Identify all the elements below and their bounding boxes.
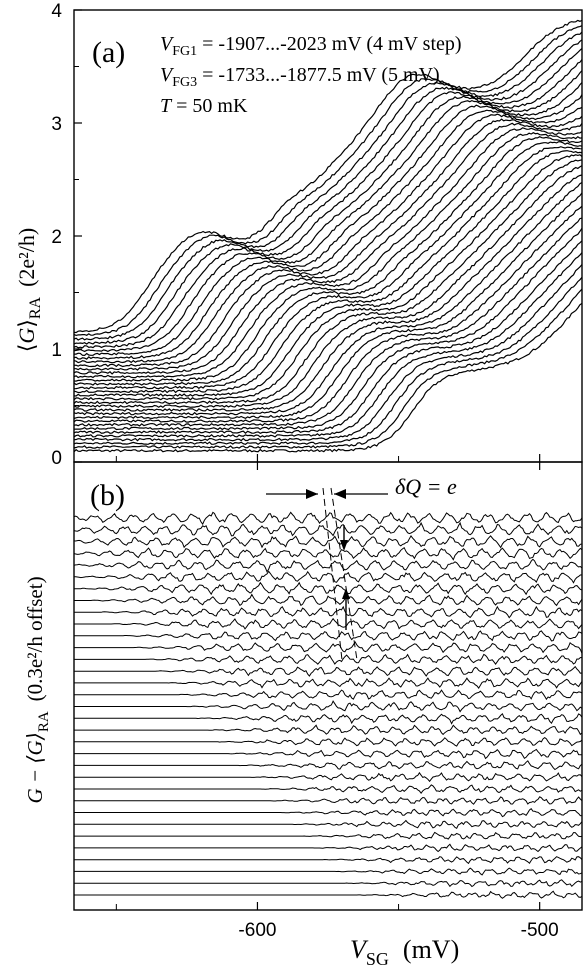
trace-a-29: [73, 39, 583, 345]
delta-q-marker: [266, 487, 388, 661]
panel-b-ylabel: G − ⟨G⟩RA(0.3e²/h offset): [23, 576, 52, 803]
trace-b-9: [74, 617, 583, 630]
trace-b-30: [74, 867, 583, 876]
trace-b-27: [74, 831, 583, 840]
trace-a-24: [73, 94, 583, 364]
trace-a-20: [73, 127, 583, 379]
y-tick-label-2: 2: [51, 227, 62, 248]
trace-b-28: [74, 843, 583, 853]
trace-b-22: [74, 771, 583, 783]
trace-b-13: [74, 665, 583, 677]
trace-a-7: [73, 217, 583, 427]
trace-b-11: [74, 641, 583, 654]
trace-b-4: [73, 558, 583, 573]
trace-b-29: [74, 856, 583, 865]
trace-b-1: [73, 521, 583, 537]
trace-b-6: [74, 581, 583, 596]
x-axis-label: VSG (mV): [350, 935, 459, 969]
panel-b-frame: [73, 461, 583, 911]
trace-a-2: [73, 276, 583, 446]
trace-b-17: [74, 712, 583, 725]
trace-b-18: [74, 724, 583, 736]
trace-a-14: [73, 154, 583, 401]
trace-a-30: [73, 31, 583, 341]
trace-a-27: [73, 59, 583, 353]
trace-a-26: [74, 70, 583, 357]
trace-b-8: [74, 605, 583, 619]
y-tick-label-0: 0: [51, 448, 62, 469]
trace-a-10: [73, 181, 583, 416]
trace-b-7: [74, 593, 583, 607]
trace-a-21: [73, 122, 583, 375]
trace-b-25: [74, 807, 583, 818]
trace-a-8: [73, 205, 583, 423]
trace-b-31: [74, 879, 583, 888]
trace-a-17: [73, 141, 583, 390]
panel-a-ylabel: ⟨G⟩RA(2e²/h): [14, 228, 44, 352]
trace-a-16: [73, 146, 583, 394]
trace-a-9: [73, 192, 583, 420]
trace-a-4: [73, 252, 583, 438]
trace-b-24: [74, 796, 583, 805]
trace-a-23: [73, 106, 583, 368]
trace-a-12: [73, 165, 583, 409]
trace-b-21: [74, 760, 583, 771]
trace-b-0: [73, 511, 583, 526]
trace-a-15: [73, 150, 583, 397]
trace-b-20: [74, 748, 583, 760]
panel-b-label: (b): [90, 479, 125, 512]
trace-a-25: [73, 82, 583, 360]
trace-a-18: [73, 136, 583, 386]
x-tick-label--600: -600: [238, 920, 276, 941]
trace-a-31: [73, 25, 583, 337]
panel-a-label: (a): [92, 36, 125, 69]
trace-a-19: [73, 132, 583, 382]
y-tick-label-3: 3: [51, 114, 62, 135]
annotation-line-3: T = 50 mK: [160, 95, 248, 117]
trace-a-28: [73, 48, 583, 349]
annotation-line-1: VFG1 = -1907...-2023 mV (4 mV step): [160, 33, 462, 59]
trace-a-1: [73, 288, 583, 449]
trace-a-6: [73, 227, 583, 431]
trace-b-16: [74, 700, 583, 713]
trace-a-5: [73, 240, 583, 435]
x-tick-label--500: -500: [521, 920, 559, 941]
trace-b-12: [74, 653, 583, 665]
trace-b-5: [74, 570, 583, 584]
trace-b-19: [74, 736, 583, 747]
delta-q-label: δQ = e: [395, 474, 457, 499]
trace-a-3: [73, 264, 583, 442]
trace-b-26: [74, 819, 583, 829]
panel-a-traces: [73, 19, 583, 453]
trace-a-22: [74, 115, 583, 371]
trace-b-14: [74, 677, 583, 689]
trace-b-3: [73, 546, 583, 561]
trace-a-32: [73, 19, 583, 334]
y-tick-label-4: 4: [51, 1, 62, 22]
trace-b-15: [74, 689, 583, 701]
trace-a-11: [73, 174, 583, 412]
trace-a-13: [73, 159, 583, 405]
annotation-line-2: VFG3 = -1733...-1877.5 mV (5 mV): [160, 64, 440, 90]
trace-a-0: [73, 302, 583, 453]
trace-b-23: [74, 784, 583, 795]
axis-ticks: 0 1 2 3 4 -600 -500: [51, 1, 558, 941]
trace-b-32: [74, 890, 583, 899]
trace-b-2: [73, 534, 583, 549]
trace-b-10: [74, 630, 583, 642]
y-tick-label-1: 1: [51, 340, 62, 361]
panel-b-traces: [73, 511, 583, 899]
